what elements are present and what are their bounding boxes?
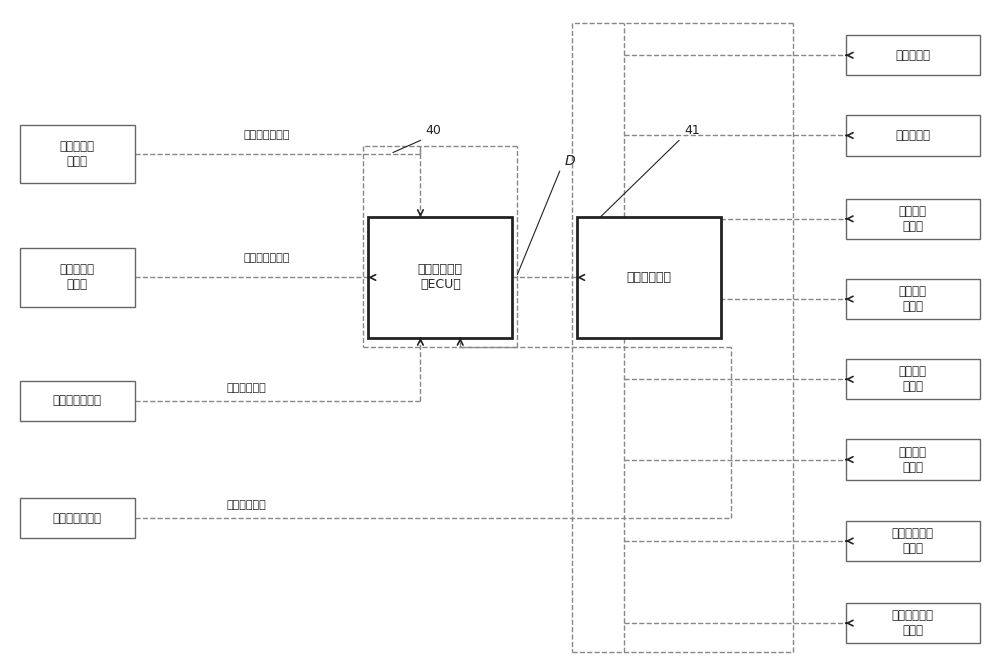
Bar (846, 440, 980, 480)
Bar (846, 198, 980, 239)
Bar (846, 603, 980, 643)
Text: 第一三位四通
电磁阀: 第一三位四通 电磁阀 (892, 527, 934, 555)
Bar (20, 248, 135, 307)
Text: 转向盘转矩
传感器: 转向盘转矩 传感器 (60, 264, 95, 292)
Text: 第二调压阀: 第二调压阀 (895, 129, 930, 142)
Text: 41: 41 (684, 125, 700, 137)
Bar (846, 279, 980, 319)
Text: 第三常开
电磁阀: 第三常开 电磁阀 (899, 365, 927, 394)
Text: 转向盘转矩信号: 转向盘转矩信号 (243, 253, 289, 263)
Text: 第一常闭
电磁阀: 第一常闭 电磁阀 (899, 446, 927, 474)
Bar (20, 125, 135, 183)
Bar (846, 115, 980, 156)
Text: 40: 40 (425, 125, 441, 137)
Bar (846, 35, 980, 75)
Text: 第一压强信号: 第一压强信号 (227, 383, 266, 393)
Bar (368, 217, 512, 338)
Text: 第二压强信号: 第二压强信号 (227, 500, 266, 510)
Text: 转向盘转角信号: 转向盘转角信号 (243, 130, 289, 140)
Text: 转向盘转角
传感器: 转向盘转角 传感器 (60, 140, 95, 168)
Text: 电子控制单元
（ECU）: 电子控制单元 （ECU） (418, 264, 463, 292)
Text: D: D (565, 155, 575, 168)
Text: 第二三位四通
电磁阀: 第二三位四通 电磁阀 (892, 609, 934, 637)
Text: 电磁阀控制器: 电磁阀控制器 (627, 271, 672, 284)
Text: 第二压力传感器: 第二压力传感器 (53, 511, 102, 525)
Text: 第一调压阀: 第一调压阀 (895, 49, 930, 62)
Bar (20, 381, 135, 421)
Bar (846, 359, 980, 400)
Text: 第二常开
电磁阀: 第二常开 电磁阀 (899, 285, 927, 313)
Bar (577, 217, 721, 338)
Text: 第一常开
电磁阀: 第一常开 电磁阀 (899, 205, 927, 233)
Bar (20, 498, 135, 538)
Text: 第一压力传感器: 第一压力传感器 (53, 394, 102, 408)
Bar (846, 521, 980, 561)
